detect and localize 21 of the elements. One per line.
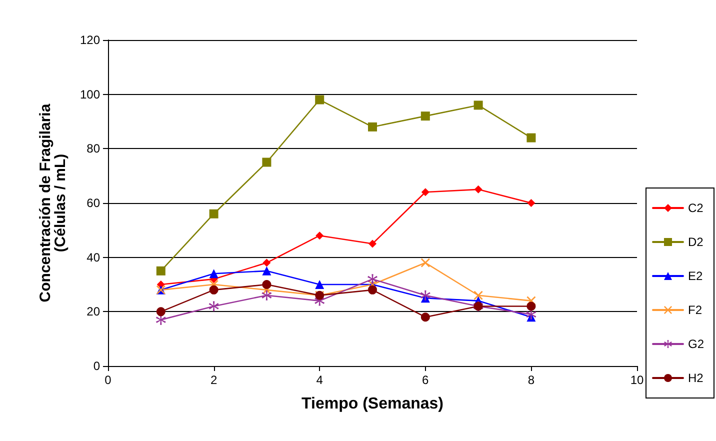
legend-label: G2 xyxy=(688,337,704,351)
x-tick-label: 4 xyxy=(316,373,324,387)
legend-label: C2 xyxy=(688,201,704,215)
y-tick-label: 80 xyxy=(86,142,100,156)
legend-label: D2 xyxy=(688,235,704,249)
y-tick-label: 40 xyxy=(86,250,100,264)
y-tick-label: 120 xyxy=(80,33,100,47)
legend-label: H2 xyxy=(688,371,704,385)
y-tick-label: 60 xyxy=(86,196,100,210)
y-tick-label: 20 xyxy=(86,304,100,319)
y-axis-title: Concentración de Fragilaria (Células / mL) xyxy=(37,103,69,302)
y-tick-label: 100 xyxy=(80,87,100,102)
x-tick-label: 8 xyxy=(528,373,535,387)
y-tick-label: 0 xyxy=(93,359,100,373)
legend-label: F2 xyxy=(688,303,702,317)
x-axis-title: Tiempo (Semanas) xyxy=(302,396,444,412)
x-tick-label: 2 xyxy=(210,373,218,387)
x-tick-label: 10 xyxy=(630,373,644,387)
x-tick-label: 0 xyxy=(104,373,112,387)
x-tick-label: 6 xyxy=(422,373,430,387)
legend-label: E2 xyxy=(688,269,703,283)
